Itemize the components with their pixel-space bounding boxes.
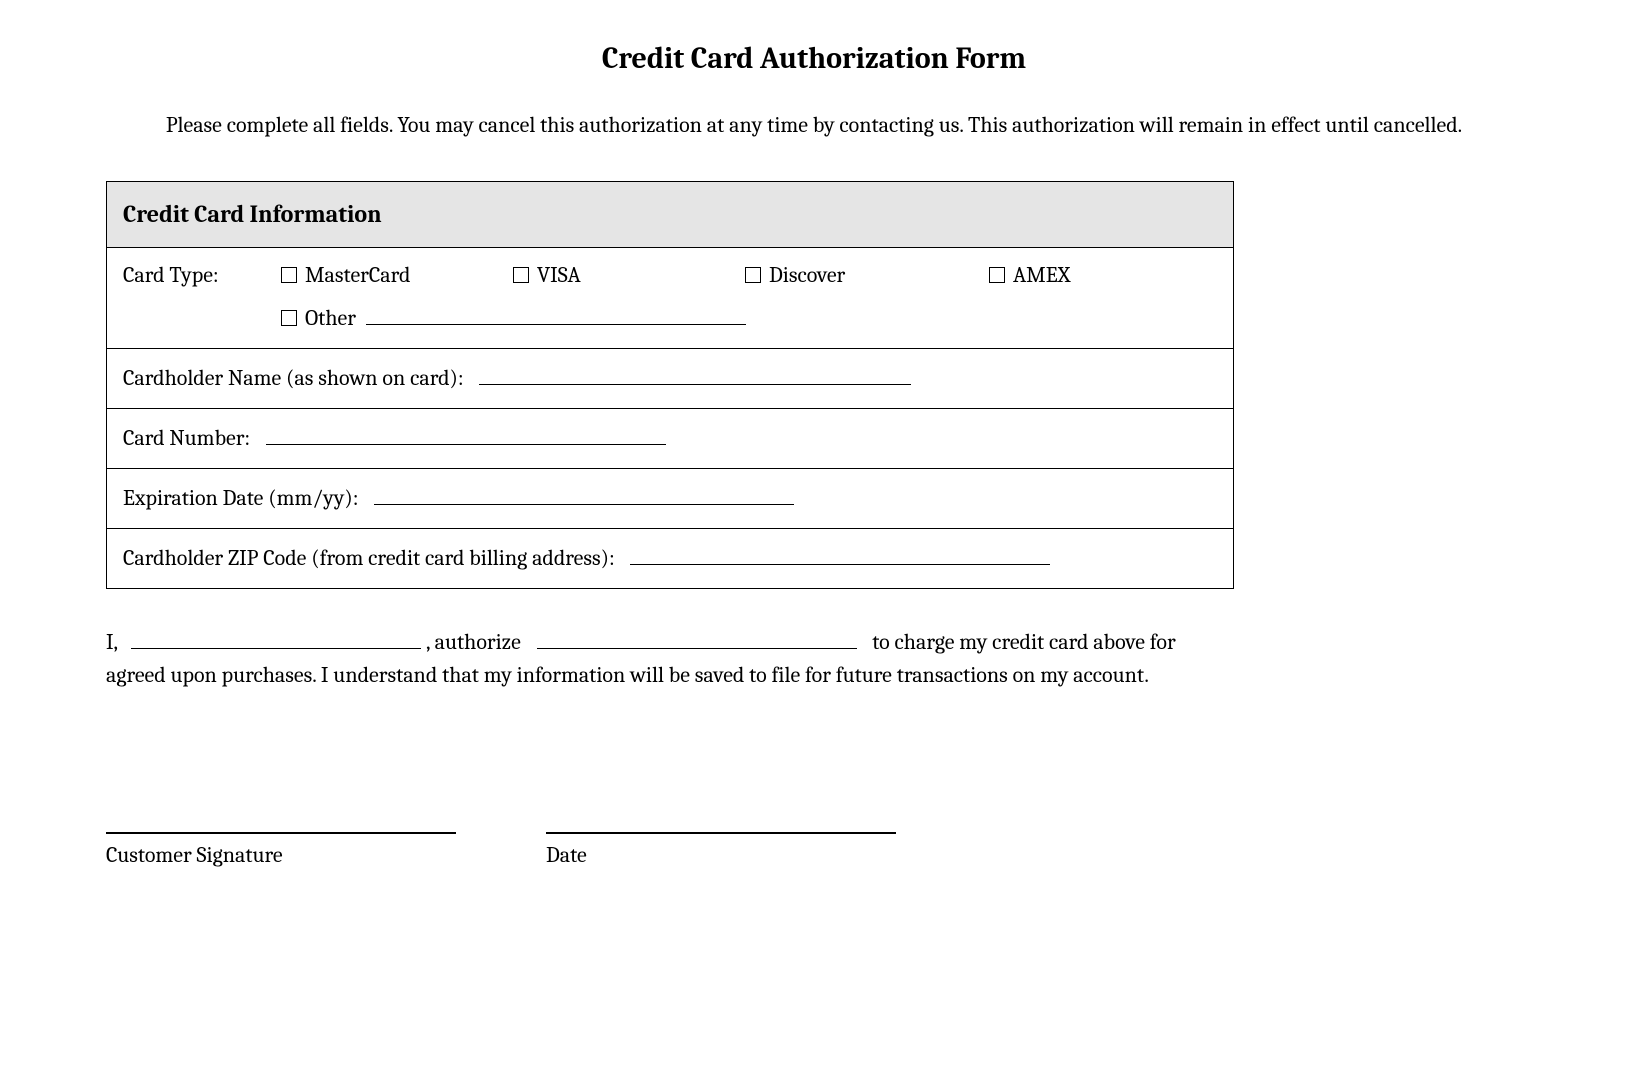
expiration-line[interactable] [374, 481, 794, 505]
form-title: Credit Card Authorization Form [106, 38, 1522, 80]
auth-name-line[interactable] [131, 625, 421, 649]
date-line[interactable] [546, 832, 896, 834]
option-discover-label: Discover [769, 260, 845, 291]
signature-area: Customer Signature Date [106, 832, 1234, 871]
checkbox-icon[interactable] [745, 267, 761, 283]
cardholder-name-label: Cardholder Name (as shown on card): [123, 365, 464, 391]
option-other[interactable]: Other [281, 303, 356, 334]
expiration-row: Expiration Date (mm/yy): [107, 469, 1233, 529]
customer-signature-block: Customer Signature [106, 832, 456, 871]
option-other-label: Other [305, 303, 356, 334]
option-mastercard[interactable]: MasterCard [281, 260, 513, 291]
form-page: Credit Card Authorization Form Please co… [0, 0, 1628, 871]
authorization-text: I, , authorize to charge my credit card … [106, 625, 1234, 692]
card-number-row: Card Number: [107, 409, 1233, 469]
credit-card-info-section: Credit Card Information Card Type: Maste… [106, 181, 1234, 589]
zip-line[interactable] [630, 541, 1050, 565]
option-visa[interactable]: VISA [513, 260, 745, 291]
card-type-row: Card Type: MasterCard VISA Discover AMEX [107, 248, 1233, 349]
expiration-label: Expiration Date (mm/yy): [123, 485, 358, 511]
checkbox-icon[interactable] [989, 267, 1005, 283]
auth-merchant-line[interactable] [537, 625, 857, 649]
other-input-line[interactable] [366, 301, 746, 325]
section-header: Credit Card Information [107, 182, 1233, 249]
customer-signature-line[interactable] [106, 832, 456, 834]
card-number-line[interactable] [266, 421, 666, 445]
checkbox-icon[interactable] [281, 310, 297, 326]
date-block: Date [546, 832, 896, 871]
option-mastercard-label: MasterCard [305, 260, 410, 291]
zip-label: Cardholder ZIP Code (from credit card bi… [123, 545, 615, 571]
option-amex-label: AMEX [1013, 260, 1070, 291]
cardholder-name-line[interactable] [479, 361, 911, 385]
auth-prefix: I, [106, 629, 117, 655]
customer-signature-label: Customer Signature [106, 840, 456, 871]
option-discover[interactable]: Discover [745, 260, 989, 291]
checkbox-icon[interactable] [513, 267, 529, 283]
checkbox-icon[interactable] [281, 267, 297, 283]
option-visa-label: VISA [537, 260, 581, 291]
cardholder-name-row: Cardholder Name (as shown on card): [107, 349, 1233, 409]
zip-row: Cardholder ZIP Code (from credit card bi… [107, 529, 1233, 588]
card-number-label: Card Number: [123, 425, 250, 451]
date-label: Date [546, 840, 896, 871]
card-type-label: Card Type: [123, 260, 281, 291]
option-amex[interactable]: AMEX [989, 260, 1070, 291]
auth-mid: , authorize [426, 629, 521, 655]
intro-text: Please complete all fields. You may canc… [106, 110, 1522, 141]
